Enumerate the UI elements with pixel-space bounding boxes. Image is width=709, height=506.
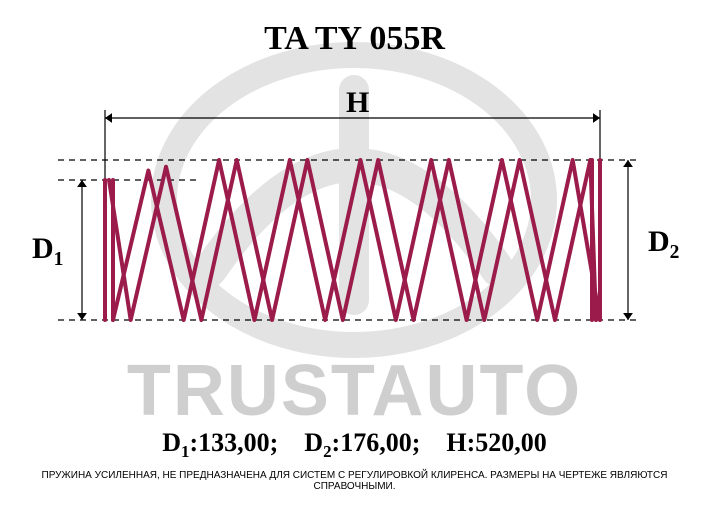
- dimension-label-h: H: [346, 86, 369, 120]
- dims-d2-prefix: D: [304, 428, 323, 457]
- dims-d1-val: :133,00;: [189, 428, 278, 457]
- dims-h-label: H: [446, 428, 466, 457]
- d2-sub: 2: [670, 242, 680, 263]
- dimension-label-d2: D2: [648, 225, 679, 264]
- dimension-label-d1: D1: [32, 232, 63, 271]
- d1-prefix: D: [32, 232, 54, 265]
- disclaimer-text: ПРУЖИНА УСИЛЕННАЯ, НЕ ПРЕДНАЗНАЧЕНА ДЛЯ …: [0, 470, 709, 492]
- dimensions-text: D1:133,00; D2:176,00; H:520,00: [0, 428, 709, 462]
- dims-h-val: :520,00: [467, 428, 547, 457]
- d2-prefix: D: [648, 225, 670, 258]
- dims-d2-val: :176,00;: [332, 428, 421, 457]
- dims-d1-prefix: D: [162, 428, 181, 457]
- d1-sub: 1: [54, 249, 64, 270]
- dims-d2-sub: 2: [323, 442, 331, 461]
- diagram-stage: TRUSTAUTO TA TY 055R H D1 D2 D1:133,00; …: [0, 0, 709, 506]
